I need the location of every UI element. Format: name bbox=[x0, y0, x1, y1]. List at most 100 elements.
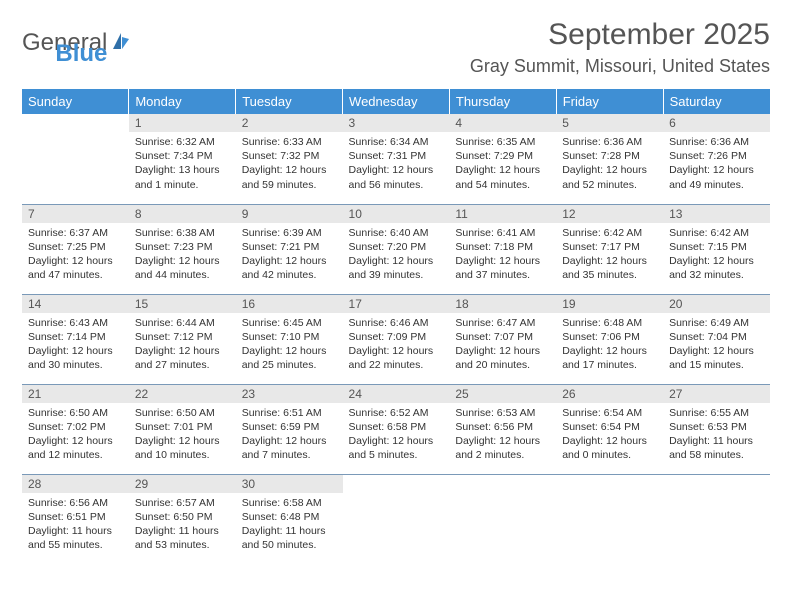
daylight-text: Daylight: 11 hours and 50 minutes. bbox=[242, 524, 337, 552]
calendar-cell: 18Sunrise: 6:47 AMSunset: 7:07 PMDayligh… bbox=[449, 294, 556, 384]
sunrise-text: Sunrise: 6:44 AM bbox=[135, 316, 230, 330]
day-content: Sunrise: 6:37 AMSunset: 7:25 PMDaylight:… bbox=[22, 223, 129, 289]
daylight-text: Daylight: 12 hours and 56 minutes. bbox=[349, 163, 444, 191]
calendar-cell: .. bbox=[663, 474, 770, 564]
day-content: Sunrise: 6:47 AMSunset: 7:07 PMDaylight:… bbox=[449, 313, 556, 379]
day-content: Sunrise: 6:50 AMSunset: 7:02 PMDaylight:… bbox=[22, 403, 129, 469]
daylight-text: Daylight: 12 hours and 54 minutes. bbox=[455, 163, 550, 191]
day-number: 14 bbox=[22, 295, 129, 313]
day-number: 1 bbox=[129, 114, 236, 132]
sunset-text: Sunset: 7:18 PM bbox=[455, 240, 550, 254]
calendar-cell: 10Sunrise: 6:40 AMSunset: 7:20 PMDayligh… bbox=[343, 204, 450, 294]
calendar-cell: 3Sunrise: 6:34 AMSunset: 7:31 PMDaylight… bbox=[343, 114, 450, 204]
sunset-text: Sunset: 7:10 PM bbox=[242, 330, 337, 344]
daylight-text: Daylight: 12 hours and 49 minutes. bbox=[669, 163, 764, 191]
sunset-text: Sunset: 6:50 PM bbox=[135, 510, 230, 524]
day-content: Sunrise: 6:49 AMSunset: 7:04 PMDaylight:… bbox=[663, 313, 770, 379]
day-content: Sunrise: 6:56 AMSunset: 6:51 PMDaylight:… bbox=[22, 493, 129, 559]
day-number: 12 bbox=[556, 205, 663, 223]
day-content: Sunrise: 6:35 AMSunset: 7:29 PMDaylight:… bbox=[449, 132, 556, 198]
day-number: 6 bbox=[663, 114, 770, 132]
daylight-text: Daylight: 12 hours and 7 minutes. bbox=[242, 434, 337, 462]
month-title: September 2025 bbox=[470, 18, 770, 52]
calendar-cell: 24Sunrise: 6:52 AMSunset: 6:58 PMDayligh… bbox=[343, 384, 450, 474]
day-content: Sunrise: 6:54 AMSunset: 6:54 PMDaylight:… bbox=[556, 403, 663, 469]
sunset-text: Sunset: 7:28 PM bbox=[562, 149, 657, 163]
calendar-cell: 8Sunrise: 6:38 AMSunset: 7:23 PMDaylight… bbox=[129, 204, 236, 294]
sunrise-text: Sunrise: 6:41 AM bbox=[455, 226, 550, 240]
day-number: 23 bbox=[236, 385, 343, 403]
sunset-text: Sunset: 7:04 PM bbox=[669, 330, 764, 344]
day-content: Sunrise: 6:36 AMSunset: 7:28 PMDaylight:… bbox=[556, 132, 663, 198]
weekday-header: Sunday bbox=[22, 89, 129, 114]
calendar-cell: 6Sunrise: 6:36 AMSunset: 7:26 PMDaylight… bbox=[663, 114, 770, 204]
sunrise-text: Sunrise: 6:57 AM bbox=[135, 496, 230, 510]
calendar-cell: .. bbox=[449, 474, 556, 564]
calendar-cell: 11Sunrise: 6:41 AMSunset: 7:18 PMDayligh… bbox=[449, 204, 556, 294]
sunrise-text: Sunrise: 6:33 AM bbox=[242, 135, 337, 149]
calendar-week: ..1Sunrise: 6:32 AMSunset: 7:34 PMDaylig… bbox=[22, 114, 770, 204]
day-number: 3 bbox=[343, 114, 450, 132]
sunset-text: Sunset: 7:23 PM bbox=[135, 240, 230, 254]
day-number: 15 bbox=[129, 295, 236, 313]
day-content: Sunrise: 6:42 AMSunset: 7:15 PMDaylight:… bbox=[663, 223, 770, 289]
calendar-cell: 12Sunrise: 6:42 AMSunset: 7:17 PMDayligh… bbox=[556, 204, 663, 294]
day-number: 16 bbox=[236, 295, 343, 313]
sunset-text: Sunset: 7:02 PM bbox=[28, 420, 123, 434]
day-number: 26 bbox=[556, 385, 663, 403]
day-number: 21 bbox=[22, 385, 129, 403]
day-content: Sunrise: 6:34 AMSunset: 7:31 PMDaylight:… bbox=[343, 132, 450, 198]
day-content: Sunrise: 6:33 AMSunset: 7:32 PMDaylight:… bbox=[236, 132, 343, 198]
day-content: Sunrise: 6:40 AMSunset: 7:20 PMDaylight:… bbox=[343, 223, 450, 289]
calendar-cell: 15Sunrise: 6:44 AMSunset: 7:12 PMDayligh… bbox=[129, 294, 236, 384]
sunset-text: Sunset: 7:12 PM bbox=[135, 330, 230, 344]
calendar-cell: 27Sunrise: 6:55 AMSunset: 6:53 PMDayligh… bbox=[663, 384, 770, 474]
daylight-text: Daylight: 12 hours and 15 minutes. bbox=[669, 344, 764, 372]
day-content: Sunrise: 6:43 AMSunset: 7:14 PMDaylight:… bbox=[22, 313, 129, 379]
sunset-text: Sunset: 7:15 PM bbox=[669, 240, 764, 254]
calendar-cell: 30Sunrise: 6:58 AMSunset: 6:48 PMDayligh… bbox=[236, 474, 343, 564]
day-number: 20 bbox=[663, 295, 770, 313]
daylight-text: Daylight: 12 hours and 47 minutes. bbox=[28, 254, 123, 282]
day-content: Sunrise: 6:51 AMSunset: 6:59 PMDaylight:… bbox=[236, 403, 343, 469]
calendar-week: 21Sunrise: 6:50 AMSunset: 7:02 PMDayligh… bbox=[22, 384, 770, 474]
sunset-text: Sunset: 6:54 PM bbox=[562, 420, 657, 434]
calendar-cell: 2Sunrise: 6:33 AMSunset: 7:32 PMDaylight… bbox=[236, 114, 343, 204]
weekday-header: Monday bbox=[129, 89, 236, 114]
calendar-body: .. 1Sunrise: 6:32 AMSunset: 7:34 PMDaylig… bbox=[22, 114, 770, 564]
day-content: Sunrise: 6:45 AMSunset: 7:10 PMDaylight:… bbox=[236, 313, 343, 379]
day-content: Sunrise: 6:36 AMSunset: 7:26 PMDaylight:… bbox=[663, 132, 770, 198]
calendar-cell: 5Sunrise: 6:36 AMSunset: 7:28 PMDaylight… bbox=[556, 114, 663, 204]
daylight-text: Daylight: 12 hours and 42 minutes. bbox=[242, 254, 337, 282]
calendar-cell: 13Sunrise: 6:42 AMSunset: 7:15 PMDayligh… bbox=[663, 204, 770, 294]
calendar-cell: 4Sunrise: 6:35 AMSunset: 7:29 PMDaylight… bbox=[449, 114, 556, 204]
daylight-text: Daylight: 11 hours and 58 minutes. bbox=[669, 434, 764, 462]
calendar-cell: 7Sunrise: 6:37 AMSunset: 7:25 PMDaylight… bbox=[22, 204, 129, 294]
daylight-text: Daylight: 12 hours and 22 minutes. bbox=[349, 344, 444, 372]
daylight-text: Daylight: 12 hours and 27 minutes. bbox=[135, 344, 230, 372]
daylight-text: Daylight: 12 hours and 17 minutes. bbox=[562, 344, 657, 372]
day-content: Sunrise: 6:58 AMSunset: 6:48 PMDaylight:… bbox=[236, 493, 343, 559]
day-content: Sunrise: 6:32 AMSunset: 7:34 PMDaylight:… bbox=[129, 132, 236, 198]
daylight-text: Daylight: 12 hours and 32 minutes. bbox=[669, 254, 764, 282]
day-content: Sunrise: 6:46 AMSunset: 7:09 PMDaylight:… bbox=[343, 313, 450, 379]
sunrise-text: Sunrise: 6:55 AM bbox=[669, 406, 764, 420]
day-number: 24 bbox=[343, 385, 450, 403]
sunset-text: Sunset: 7:21 PM bbox=[242, 240, 337, 254]
daylight-text: Daylight: 11 hours and 55 minutes. bbox=[28, 524, 123, 552]
calendar-cell: 19Sunrise: 6:48 AMSunset: 7:06 PMDayligh… bbox=[556, 294, 663, 384]
calendar-cell: 1Sunrise: 6:32 AMSunset: 7:34 PMDaylight… bbox=[129, 114, 236, 204]
calendar-cell: 21Sunrise: 6:50 AMSunset: 7:02 PMDayligh… bbox=[22, 384, 129, 474]
sunrise-text: Sunrise: 6:32 AM bbox=[135, 135, 230, 149]
day-number: 17 bbox=[343, 295, 450, 313]
day-content: Sunrise: 6:41 AMSunset: 7:18 PMDaylight:… bbox=[449, 223, 556, 289]
daylight-text: Daylight: 12 hours and 35 minutes. bbox=[562, 254, 657, 282]
calendar-cell: .. bbox=[343, 474, 450, 564]
weekday-header: Thursday bbox=[449, 89, 556, 114]
sunrise-text: Sunrise: 6:35 AM bbox=[455, 135, 550, 149]
sunrise-text: Sunrise: 6:39 AM bbox=[242, 226, 337, 240]
daylight-text: Daylight: 13 hours and 1 minute. bbox=[135, 163, 230, 191]
sunrise-text: Sunrise: 6:51 AM bbox=[242, 406, 337, 420]
day-content: Sunrise: 6:44 AMSunset: 7:12 PMDaylight:… bbox=[129, 313, 236, 379]
daylight-text: Daylight: 12 hours and 52 minutes. bbox=[562, 163, 657, 191]
